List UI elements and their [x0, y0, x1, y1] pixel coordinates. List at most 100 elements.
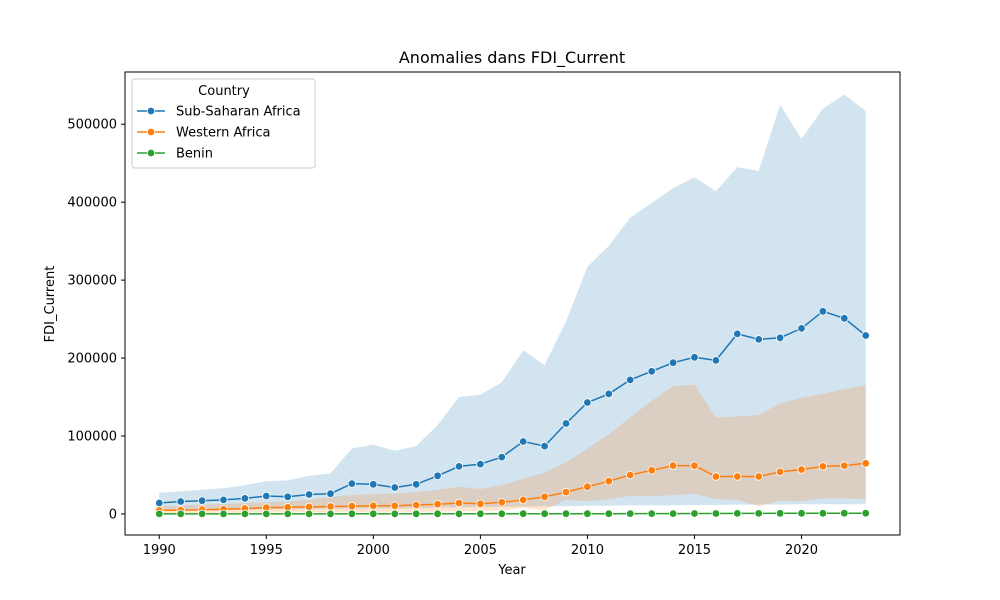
benin-point: [347, 509, 357, 518]
sub-saharan-africa-point: [476, 459, 485, 469]
sub-saharan-africa-point: [197, 496, 207, 505]
benin-point: [754, 509, 763, 518]
sub-saharan-africa-point: [283, 492, 292, 501]
sub-saharan-africa-point: [326, 489, 335, 498]
benin-point: [369, 509, 378, 518]
sub-saharan-africa-point: [240, 494, 250, 503]
sub-saharan-africa-point: [775, 333, 785, 342]
western-africa-legend-label: Western Africa: [176, 126, 271, 141]
legend: Country Sub-Saharan Africa Western Africa…: [131, 78, 316, 169]
western-africa-legend-marker: [146, 127, 156, 137]
sub-saharan-africa-point: [262, 491, 271, 501]
western-africa-point: [497, 498, 506, 507]
benin-point: [219, 509, 228, 519]
x-axis-label: Year: [497, 563, 526, 578]
western-africa-point: [647, 466, 656, 475]
benin-legend-label: Benin: [176, 147, 213, 162]
sub-saharan-africa-point: [583, 398, 592, 407]
y-tick-label: 300000: [67, 274, 117, 289]
sub-saharan-africa-point: [155, 498, 164, 508]
x-tick-label: 2000: [357, 543, 390, 558]
benin-point: [561, 509, 571, 518]
western-africa-point: [604, 477, 613, 486]
sub-saharan-africa-point: [519, 437, 528, 446]
benin-point: [540, 509, 549, 518]
legend-box: [131, 78, 316, 169]
benin-point: [711, 509, 721, 518]
confidence-bands: [159, 94, 866, 514]
sub-saharan-africa-point: [668, 358, 678, 367]
benin-point: [304, 509, 314, 519]
western-africa-point: [412, 500, 421, 510]
legend-title: Country: [198, 84, 250, 99]
sub-saharan-africa-confidence-band: [159, 94, 866, 511]
benin-point: [818, 509, 828, 518]
series-lines: [159, 310, 867, 515]
chart-title: Anomalies dans FDI_Current: [399, 48, 625, 68]
western-africa-point: [861, 459, 870, 468]
series-markers: [155, 307, 870, 519]
y-tick-label: 0: [109, 507, 117, 522]
plot-frame: [124, 71, 901, 536]
sub-saharan-africa-point: [754, 335, 763, 344]
sub-saharan-africa-point: [818, 307, 828, 316]
x-tick-label: 2010: [571, 543, 604, 558]
western-africa-confidence-band: [159, 384, 866, 514]
benin-point: [647, 509, 656, 518]
benin-point: [433, 509, 442, 518]
western-africa-point: [476, 499, 485, 508]
x-axis-ticks: 1990 1995 2000 2005 2010 2015 2020: [143, 535, 818, 558]
benin-point: [861, 509, 870, 518]
benin-legend-marker: [146, 148, 156, 158]
y-tick-label: 500000: [67, 118, 117, 133]
y-tick-label: 200000: [67, 352, 117, 367]
benin-point: [497, 509, 506, 518]
benin-point: [283, 509, 292, 519]
sub-saharan-africa-point: [797, 324, 806, 333]
western-africa-point: [711, 472, 721, 481]
western-africa-line: [159, 462, 866, 512]
x-tick-label: 2020: [785, 543, 818, 558]
x-tick-label: 1995: [250, 543, 283, 558]
sub-saharan-africa-point: [733, 329, 742, 339]
y-axis-label: FDI_Current: [43, 266, 58, 343]
western-africa-point: [583, 482, 592, 491]
benin-point: [155, 509, 164, 519]
western-africa-point: [818, 462, 828, 471]
sub-saharan-africa-point: [304, 490, 314, 499]
y-tick-label: 100000: [67, 430, 117, 445]
western-africa-point: [733, 472, 742, 481]
benin-point: [775, 509, 785, 518]
sub-saharan-africa-legend-label: Sub-Saharan Africa: [176, 105, 301, 120]
sub-saharan-africa-point: [412, 480, 421, 489]
sub-saharan-africa-point: [176, 497, 185, 506]
benin-point: [454, 509, 464, 518]
y-axis-ticks: 0 100000 200000 300000 400000 500000: [67, 118, 125, 522]
benin-point: [326, 509, 335, 519]
western-africa-point: [668, 461, 678, 470]
sub-saharan-africa-point: [711, 356, 721, 365]
western-africa-point: [840, 461, 849, 470]
western-africa-point: [347, 502, 357, 511]
western-africa-point: [690, 461, 699, 470]
sub-saharan-africa-point: [454, 462, 464, 471]
x-tick-label: 2005: [464, 543, 497, 558]
western-africa-point: [626, 470, 635, 480]
sub-saharan-africa-point: [347, 479, 357, 488]
benin-point: [626, 509, 635, 518]
sub-saharan-africa-point: [840, 314, 849, 323]
western-africa-point: [540, 492, 549, 501]
sub-saharan-africa-point: [861, 331, 870, 340]
sub-saharan-africa-point: [219, 495, 228, 505]
x-tick-label: 1990: [143, 543, 176, 558]
benin-line: [159, 512, 866, 515]
benin-point: [240, 509, 250, 519]
benin-point: [840, 509, 849, 518]
benin-point: [733, 509, 742, 518]
benin-point: [476, 509, 485, 518]
benin-point: [519, 509, 528, 518]
benin-point: [690, 509, 699, 518]
sub-saharan-africa-point: [626, 375, 635, 385]
benin-point: [412, 509, 421, 518]
